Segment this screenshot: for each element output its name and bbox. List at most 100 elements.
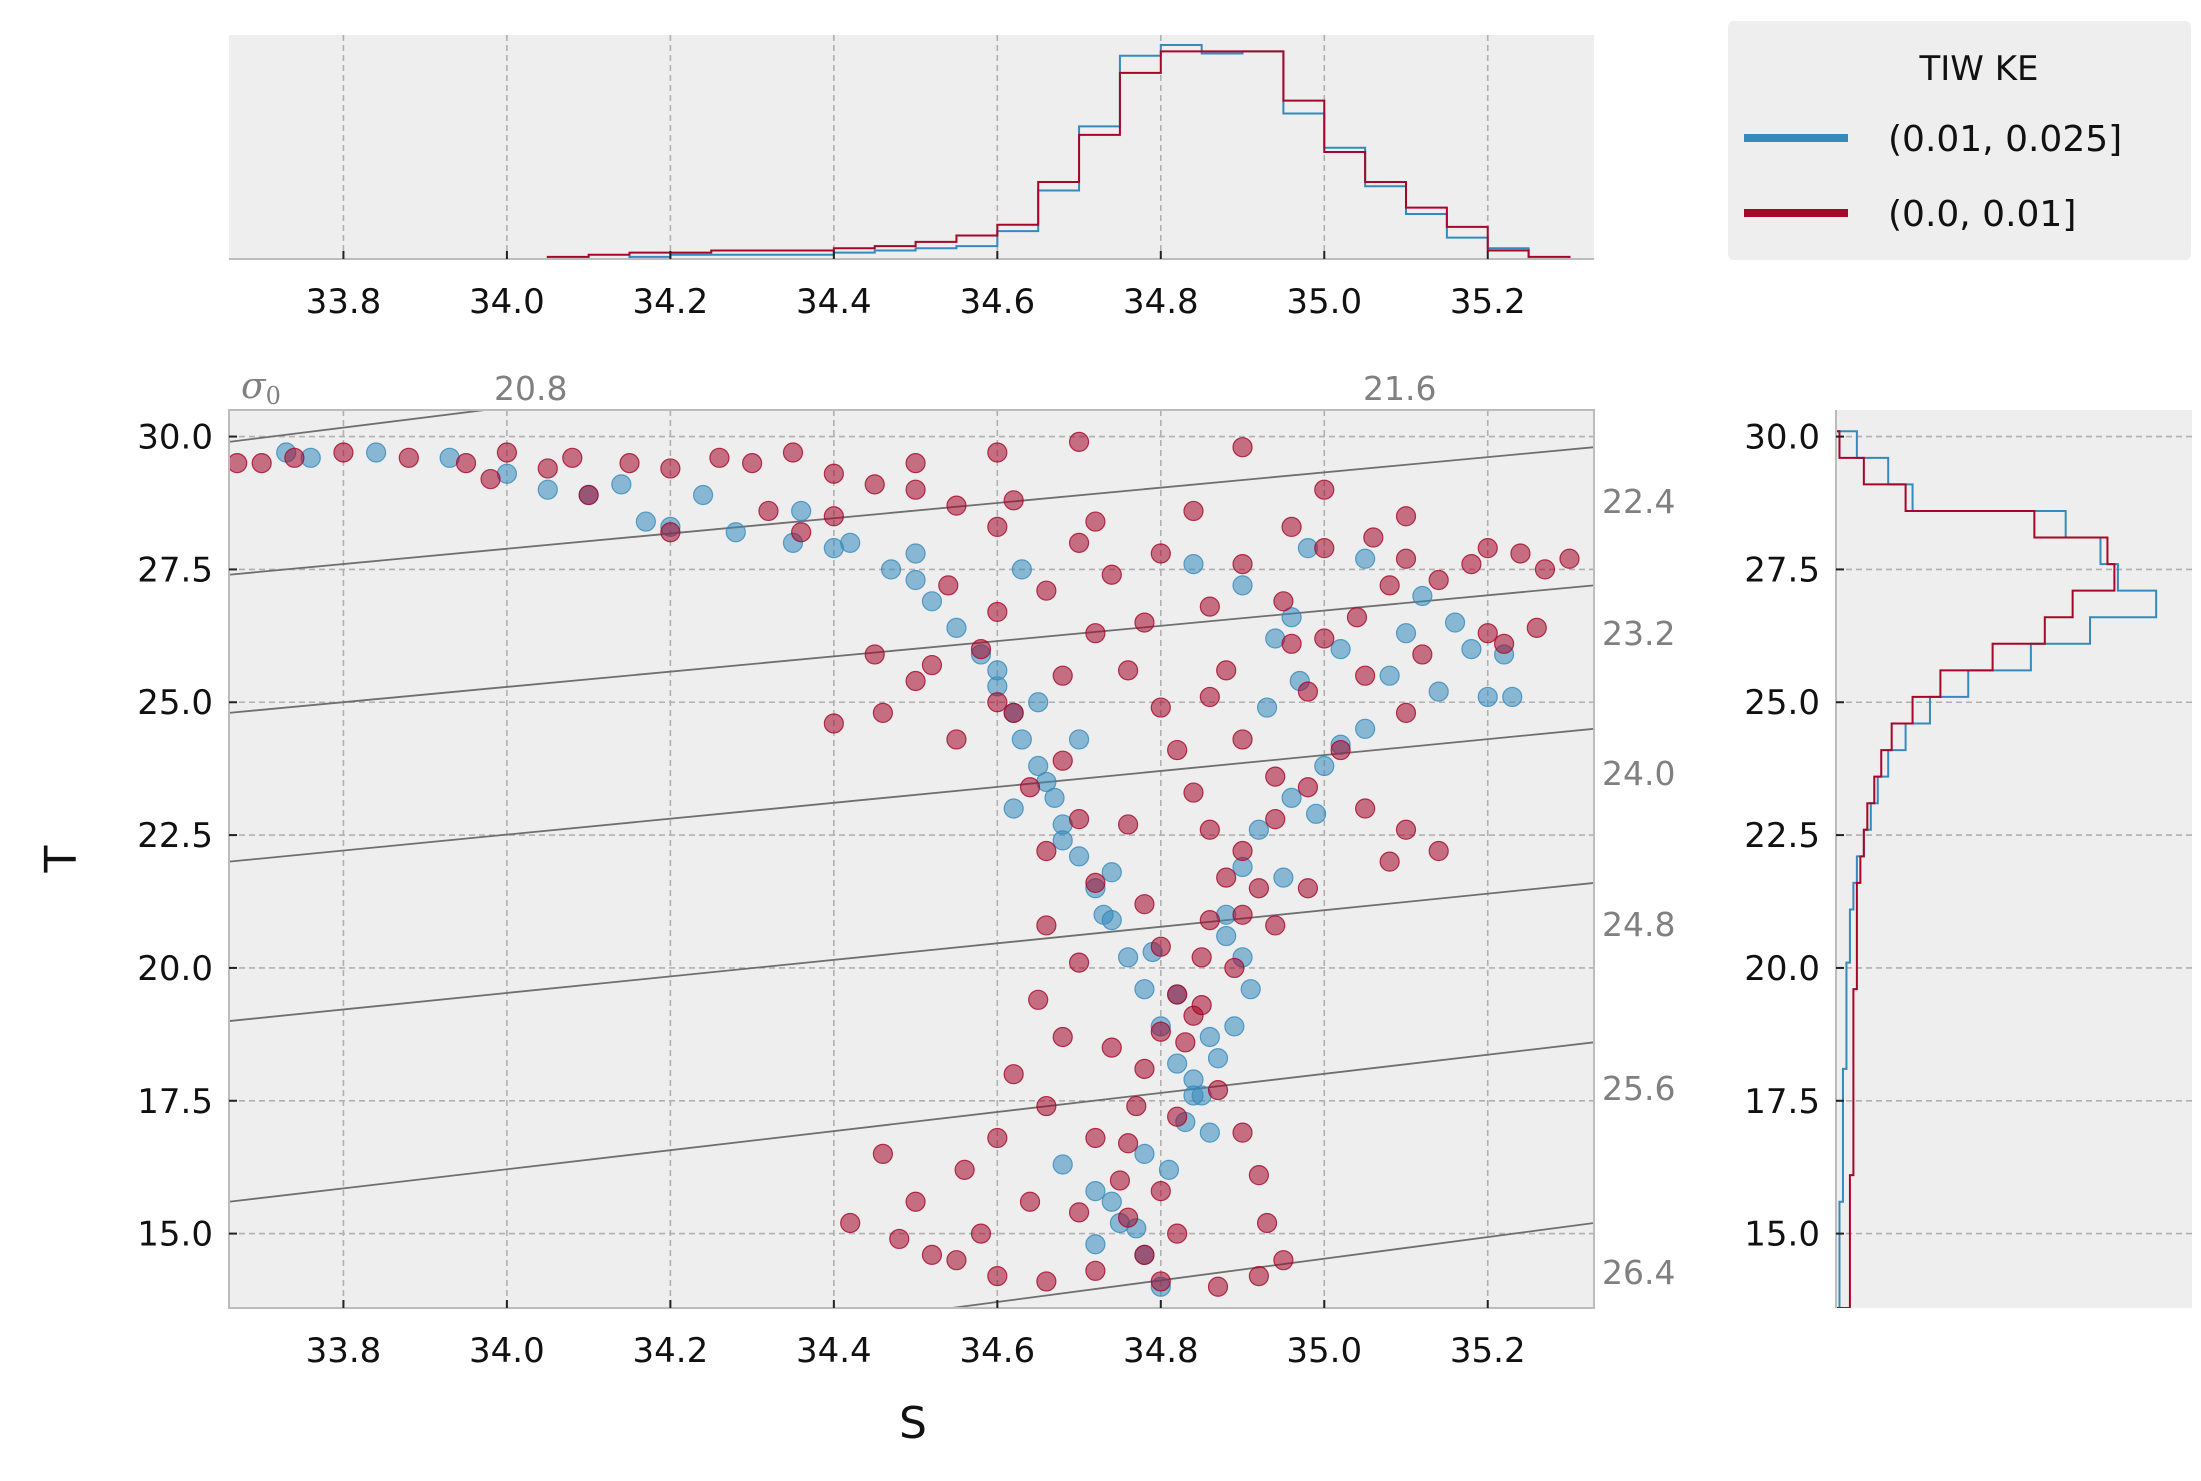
scatter-point-red bbox=[1167, 1106, 1188, 1127]
scatter-point-red bbox=[1003, 1064, 1024, 1085]
scatter-point-red bbox=[782, 442, 804, 463]
legend-label-blue: (0.01, 0.025] bbox=[1888, 119, 2122, 160]
scatter-point-red bbox=[1036, 915, 1057, 936]
scatter-point-blue bbox=[1502, 686, 1523, 708]
scatter-point-blue bbox=[1412, 585, 1433, 607]
main-plot-frame bbox=[228, 409, 1595, 1309]
top-x-tick-label: 34.2 bbox=[633, 282, 709, 322]
scatter-point-red bbox=[1232, 729, 1253, 750]
scatter-point-red bbox=[578, 484, 599, 506]
isopycnal-labels: 20.8 21.6 22.4 23.2 24.0 24.8 25.6 26.4 bbox=[494, 369, 1675, 1292]
scatter-point-blue bbox=[1044, 787, 1065, 808]
scatter-point-blue bbox=[840, 532, 861, 553]
scatter-point-red bbox=[1036, 840, 1057, 862]
scatter-point-red bbox=[562, 447, 583, 468]
scatter-point-red bbox=[496, 442, 518, 463]
scatter-point-red bbox=[1395, 548, 1417, 569]
scatter-point-blue bbox=[537, 479, 558, 500]
main-x-tick-label: 34.6 bbox=[959, 1331, 1035, 1371]
scatter-point-blue bbox=[1428, 681, 1449, 702]
legend-box bbox=[1728, 21, 2191, 260]
top-x-tick-label: 34.6 bbox=[959, 282, 1035, 322]
top-salinity-histogram: 33.8 34.0 34.2 34.4 34.6 34.8 35.0 35.2 bbox=[229, 35, 1594, 322]
sigma-zero-label: σ0 bbox=[241, 366, 281, 410]
scatter-point-blue bbox=[880, 559, 902, 580]
scatter-point-red bbox=[987, 1266, 1008, 1287]
scatter-point-red bbox=[1199, 596, 1220, 617]
scatter-point-blue bbox=[366, 442, 387, 463]
scatter-point-blue bbox=[1028, 692, 1049, 713]
scatter-point-red bbox=[1477, 623, 1498, 644]
main-grid bbox=[229, 410, 1594, 1308]
main-x-tick-label: 34.2 bbox=[633, 1331, 709, 1371]
scatter-point-blue bbox=[1101, 1191, 1122, 1212]
top-x-tick-label: 35.0 bbox=[1286, 282, 1362, 322]
scatter-point-blue bbox=[1256, 697, 1278, 718]
scatter-point-red bbox=[921, 1244, 943, 1265]
right-hist-steps bbox=[1836, 430, 2158, 1308]
scatter-point-red bbox=[758, 500, 779, 522]
scatter-point-red bbox=[537, 458, 558, 479]
main-x-tick-label: 33.8 bbox=[306, 1331, 382, 1371]
scatter-point-blue bbox=[1444, 612, 1466, 633]
scatter-point-red bbox=[1134, 894, 1155, 915]
scatter-point-red bbox=[1265, 809, 1286, 830]
scatter-point-red bbox=[1412, 644, 1433, 665]
scatter-point-red bbox=[905, 670, 926, 692]
scatter-point-red bbox=[987, 692, 1008, 713]
scatter-point-red bbox=[742, 453, 763, 474]
scatter-point-blue bbox=[1232, 575, 1253, 596]
scatter-point-red bbox=[1428, 569, 1449, 591]
scatter-point-red bbox=[1297, 681, 1319, 702]
scatter-point-red bbox=[905, 453, 926, 474]
scatter-point-blue bbox=[1395, 623, 1417, 644]
main-y-tick-label: 25.0 bbox=[137, 683, 213, 723]
scatter-point-red bbox=[1232, 840, 1253, 862]
scatter-point-red bbox=[1052, 750, 1073, 771]
scatter-point-blue bbox=[1068, 846, 1090, 867]
scatter-point-red bbox=[1118, 660, 1139, 681]
scatter-point-red bbox=[938, 575, 959, 596]
scatter-point-red bbox=[905, 479, 926, 500]
scatter-point-red bbox=[823, 463, 844, 484]
y-axis-title: T bbox=[36, 845, 87, 873]
scatter-point-red bbox=[1150, 1021, 1171, 1042]
scatter-point-red bbox=[864, 644, 885, 665]
scatter-point-red bbox=[1281, 516, 1302, 537]
scatter-point-red bbox=[1167, 984, 1188, 1005]
isopycnal-label: 26.4 bbox=[1602, 1253, 1675, 1292]
scatter-point-red bbox=[1297, 777, 1319, 798]
scatter-point-red bbox=[1085, 623, 1106, 644]
scatter-point-red bbox=[1150, 543, 1171, 564]
main-y-tick-label: 30.0 bbox=[137, 418, 213, 458]
scatter-point-red bbox=[1068, 532, 1090, 553]
scatter-point-red bbox=[1314, 479, 1335, 500]
scatter-point-red bbox=[872, 1143, 893, 1165]
scatter-point-red bbox=[1232, 904, 1253, 925]
scatter-point-red bbox=[1109, 1170, 1131, 1191]
scatter-point-blue bbox=[1183, 553, 1204, 575]
main-y-tick-label: 15.0 bbox=[137, 1215, 213, 1255]
main-x-tick-label: 35.2 bbox=[1450, 1331, 1526, 1371]
scatter-point-red bbox=[946, 729, 967, 750]
scatter-point-red bbox=[1085, 1127, 1106, 1149]
scatter-point-blue bbox=[1216, 925, 1237, 947]
scatter-point-blue bbox=[1330, 639, 1351, 660]
main-y-tick-label: 20.0 bbox=[137, 949, 213, 989]
scatter-point-blue bbox=[905, 569, 926, 591]
scatter-point-red bbox=[1183, 500, 1204, 522]
scatter-point-red bbox=[1346, 607, 1368, 628]
scatter-point-red bbox=[1028, 989, 1049, 1010]
scatter-point-red bbox=[1101, 1037, 1122, 1058]
scatter-point-blue bbox=[1248, 819, 1269, 840]
scatter-point-blue bbox=[1461, 639, 1482, 660]
scatter-point-blue bbox=[1003, 798, 1024, 819]
scatter-point-red bbox=[1191, 947, 1212, 968]
scatter-point-red bbox=[1003, 702, 1024, 723]
scatter-point-red bbox=[1379, 851, 1400, 872]
scatter-point-blue bbox=[1199, 1026, 1220, 1048]
isopycnal-label: 22.4 bbox=[1602, 482, 1675, 521]
isopycnal-line bbox=[229, 1041, 1594, 1203]
scatter-point-red bbox=[823, 713, 844, 734]
scatter-point-red bbox=[1019, 1191, 1041, 1212]
